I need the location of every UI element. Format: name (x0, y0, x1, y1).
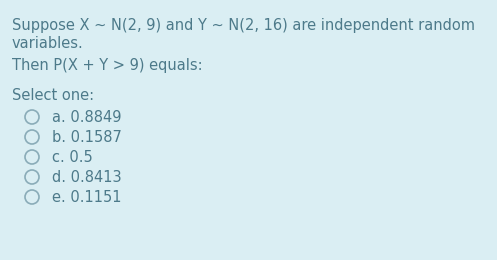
Text: c. 0.5: c. 0.5 (52, 150, 93, 165)
Text: Then P(X + Y > 9) equals:: Then P(X + Y > 9) equals: (12, 58, 203, 73)
Text: a. 0.8849: a. 0.8849 (52, 109, 121, 125)
Text: Select one:: Select one: (12, 88, 94, 103)
Text: b. 0.1587: b. 0.1587 (52, 129, 122, 145)
Text: Suppose X ∼ N(2, 9) and Y ∼ N(2, 16) are independent random: Suppose X ∼ N(2, 9) and Y ∼ N(2, 16) are… (12, 18, 475, 33)
Text: d. 0.8413: d. 0.8413 (52, 170, 122, 185)
Text: variables.: variables. (12, 36, 84, 51)
Text: e. 0.1151: e. 0.1151 (52, 190, 121, 205)
